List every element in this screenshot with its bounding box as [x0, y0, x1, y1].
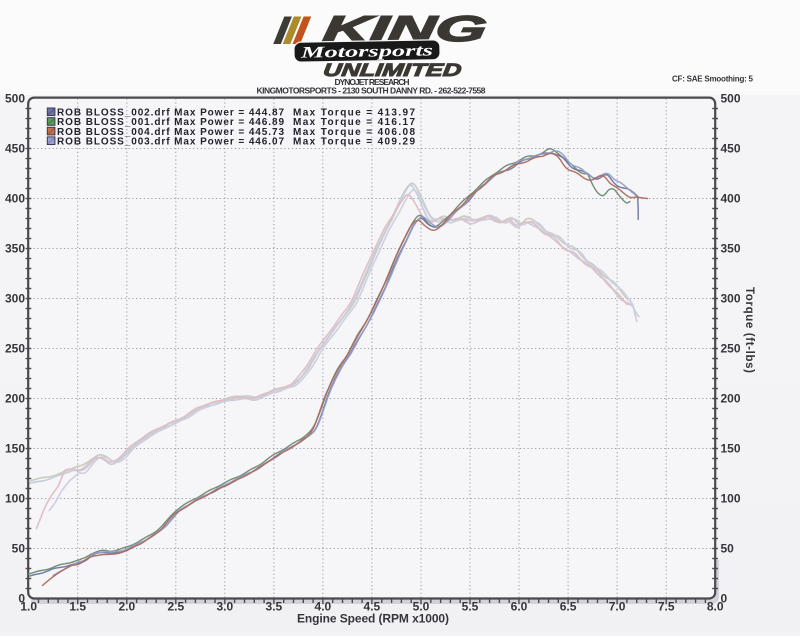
svg-text:ROB BLOSS_004.drf Max Power =: ROB BLOSS_004.drf Max Power = 445.73	[57, 127, 284, 138]
svg-text:5.0: 5.0	[413, 600, 430, 614]
svg-text:400: 400	[721, 192, 741, 206]
svg-text:Max Torque = 413.97: Max Torque = 413.97	[293, 108, 415, 119]
svg-text:200: 200	[5, 392, 25, 406]
svg-text:4.5: 4.5	[364, 600, 381, 614]
svg-text:7.0: 7.0	[609, 600, 626, 614]
svg-text:5.5: 5.5	[462, 600, 479, 614]
svg-text:3.5: 3.5	[266, 600, 283, 614]
svg-text:50: 50	[12, 542, 26, 556]
svg-text:CF: SAE Smoothing: 5: CF: SAE Smoothing: 5	[672, 75, 754, 84]
svg-text:Motorsports: Motorsports	[299, 42, 433, 61]
svg-text:350: 350	[721, 242, 741, 256]
svg-text:1.5: 1.5	[69, 600, 86, 614]
svg-text:2.0: 2.0	[118, 600, 135, 614]
svg-text:250: 250	[721, 342, 741, 356]
svg-text:ROB BLOSS_002.drf Max Power =: ROB BLOSS_002.drf Max Power = 444.87	[57, 108, 284, 119]
svg-text:Max Torque = 416.17: Max Torque = 416.17	[293, 117, 415, 128]
svg-text:350: 350	[5, 242, 25, 256]
svg-text:6.5: 6.5	[560, 600, 577, 614]
svg-text:Max Torque = 409.29: Max Torque = 409.29	[293, 136, 415, 147]
svg-text:2.5: 2.5	[167, 600, 184, 614]
svg-text:200: 200	[721, 392, 741, 406]
svg-text:500: 500	[721, 92, 741, 106]
svg-text:Torque (ft-lbs): Torque (ft-lbs)	[743, 287, 755, 373]
svg-text:50: 50	[721, 542, 735, 556]
svg-text:4.0: 4.0	[315, 600, 332, 614]
svg-text:500: 500	[5, 92, 25, 106]
svg-text:450: 450	[721, 142, 741, 156]
svg-text:7.5: 7.5	[658, 600, 675, 614]
svg-text:150: 150	[721, 442, 741, 456]
svg-text:250: 250	[5, 342, 25, 356]
svg-text:100: 100	[721, 492, 741, 506]
svg-text:3.0: 3.0	[216, 600, 233, 614]
svg-text:KINGMOTORSPORTS - 2130 SOUTH D: KINGMOTORSPORTS - 2130 SOUTH DANNY RD. -…	[257, 86, 486, 96]
svg-text:ROB BLOSS_003.drf Max Power =: ROB BLOSS_003.drf Max Power = 446.07	[57, 136, 284, 147]
svg-text:Engine Speed (RPM x1000): Engine Speed (RPM x1000)	[297, 612, 449, 626]
svg-text:1.0: 1.0	[20, 600, 37, 614]
svg-text:ROB BLOSS_001.drf Max Power =: ROB BLOSS_001.drf Max Power = 446.89	[57, 117, 284, 128]
svg-text:150: 150	[5, 442, 25, 456]
svg-text:UNLIMITED: UNLIMITED	[322, 60, 462, 80]
svg-text:8.0: 8.0	[707, 600, 724, 614]
svg-text:6.0: 6.0	[511, 600, 528, 614]
svg-text:450: 450	[5, 142, 25, 156]
svg-text:300: 300	[5, 292, 25, 306]
svg-text:300: 300	[721, 292, 741, 306]
svg-text:Max Torque = 406.08: Max Torque = 406.08	[293, 127, 415, 138]
svg-text:DYNOJET RESEARCH: DYNOJET RESEARCH	[335, 77, 410, 87]
svg-text:0: 0	[721, 592, 728, 606]
svg-text:400: 400	[5, 192, 25, 206]
svg-text:0: 0	[18, 592, 25, 606]
svg-text:100: 100	[5, 492, 25, 506]
